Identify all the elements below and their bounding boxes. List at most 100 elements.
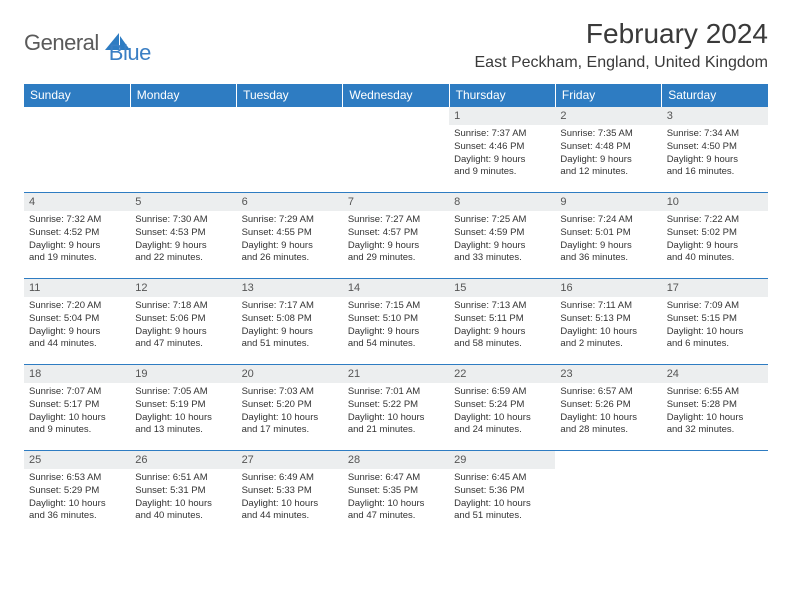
daylight-text-1: Daylight: 9 hours bbox=[242, 326, 338, 339]
location-subtitle: East Peckham, England, United Kingdom bbox=[475, 54, 769, 72]
sunrise-text: Sunrise: 7:27 AM bbox=[348, 214, 444, 227]
calendar-day-cell: 28Sunrise: 6:47 AMSunset: 5:35 PMDayligh… bbox=[343, 451, 449, 537]
sunset-text: Sunset: 5:31 PM bbox=[135, 485, 231, 498]
calendar-day-cell: 9Sunrise: 7:24 AMSunset: 5:01 PMDaylight… bbox=[555, 193, 661, 279]
daylight-text-1: Daylight: 10 hours bbox=[560, 412, 656, 425]
sunset-text: Sunset: 5:22 PM bbox=[348, 399, 444, 412]
sunset-text: Sunset: 5:10 PM bbox=[348, 313, 444, 326]
calendar-day-cell: 10Sunrise: 7:22 AMSunset: 5:02 PMDayligh… bbox=[662, 193, 768, 279]
logo-text-general: General bbox=[24, 30, 99, 56]
calendar-day-cell: 6Sunrise: 7:29 AMSunset: 4:55 PMDaylight… bbox=[237, 193, 343, 279]
calendar-day-cell: 5Sunrise: 7:30 AMSunset: 4:53 PMDaylight… bbox=[130, 193, 236, 279]
daylight-text-2: and 22 minutes. bbox=[135, 252, 231, 265]
daylight-text-2: and 44 minutes. bbox=[242, 510, 338, 523]
weekday-header: Monday bbox=[130, 84, 236, 107]
sunrise-text: Sunrise: 7:35 AM bbox=[560, 128, 656, 141]
calendar-week-row: 4Sunrise: 7:32 AMSunset: 4:52 PMDaylight… bbox=[24, 193, 768, 279]
day-sun-data: Sunrise: 6:53 AMSunset: 5:29 PMDaylight:… bbox=[24, 469, 130, 527]
day-sun-data: Sunrise: 7:18 AMSunset: 5:06 PMDaylight:… bbox=[130, 297, 236, 355]
sunset-text: Sunset: 5:06 PM bbox=[135, 313, 231, 326]
daylight-text-1: Daylight: 9 hours bbox=[348, 326, 444, 339]
sunrise-text: Sunrise: 6:45 AM bbox=[454, 472, 550, 485]
daylight-text-2: and 51 minutes. bbox=[242, 338, 338, 351]
day-number: 28 bbox=[343, 451, 449, 469]
sunrise-text: Sunrise: 6:47 AM bbox=[348, 472, 444, 485]
daylight-text-2: and 44 minutes. bbox=[29, 338, 125, 351]
sunrise-text: Sunrise: 7:01 AM bbox=[348, 386, 444, 399]
day-number: 14 bbox=[343, 279, 449, 297]
daylight-text-1: Daylight: 9 hours bbox=[29, 326, 125, 339]
sunset-text: Sunset: 5:02 PM bbox=[667, 227, 763, 240]
calendar-week-row: 1Sunrise: 7:37 AMSunset: 4:46 PMDaylight… bbox=[24, 107, 768, 193]
day-sun-data: Sunrise: 7:24 AMSunset: 5:01 PMDaylight:… bbox=[555, 211, 661, 269]
sunset-text: Sunset: 5:20 PM bbox=[242, 399, 338, 412]
day-sun-data: Sunrise: 7:17 AMSunset: 5:08 PMDaylight:… bbox=[237, 297, 343, 355]
sunset-text: Sunset: 5:01 PM bbox=[560, 227, 656, 240]
daylight-text-2: and 28 minutes. bbox=[560, 424, 656, 437]
calendar-day-cell: 16Sunrise: 7:11 AMSunset: 5:13 PMDayligh… bbox=[555, 279, 661, 365]
daylight-text-1: Daylight: 10 hours bbox=[348, 412, 444, 425]
calendar-day-cell: 15Sunrise: 7:13 AMSunset: 5:11 PMDayligh… bbox=[449, 279, 555, 365]
daylight-text-2: and 21 minutes. bbox=[348, 424, 444, 437]
daylight-text-1: Daylight: 9 hours bbox=[454, 240, 550, 253]
day-number: 25 bbox=[24, 451, 130, 469]
sunset-text: Sunset: 5:19 PM bbox=[135, 399, 231, 412]
calendar-day-cell bbox=[343, 107, 449, 193]
sunrise-text: Sunrise: 7:25 AM bbox=[454, 214, 550, 227]
day-number: 23 bbox=[555, 365, 661, 383]
daylight-text-1: Daylight: 9 hours bbox=[560, 154, 656, 167]
day-sun-data: Sunrise: 7:11 AMSunset: 5:13 PMDaylight:… bbox=[555, 297, 661, 355]
day-sun-data: Sunrise: 7:09 AMSunset: 5:15 PMDaylight:… bbox=[662, 297, 768, 355]
calendar-day-cell: 29Sunrise: 6:45 AMSunset: 5:36 PMDayligh… bbox=[449, 451, 555, 537]
day-number: 6 bbox=[237, 193, 343, 211]
day-number: 29 bbox=[449, 451, 555, 469]
sunset-text: Sunset: 5:08 PM bbox=[242, 313, 338, 326]
daylight-text-1: Daylight: 10 hours bbox=[454, 498, 550, 511]
calendar-body: 1Sunrise: 7:37 AMSunset: 4:46 PMDaylight… bbox=[24, 107, 768, 537]
sunrise-text: Sunrise: 7:17 AM bbox=[242, 300, 338, 313]
sunset-text: Sunset: 4:59 PM bbox=[454, 227, 550, 240]
day-number: 11 bbox=[24, 279, 130, 297]
sunrise-text: Sunrise: 6:57 AM bbox=[560, 386, 656, 399]
daylight-text-2: and 51 minutes. bbox=[454, 510, 550, 523]
day-sun-data: Sunrise: 7:20 AMSunset: 5:04 PMDaylight:… bbox=[24, 297, 130, 355]
daylight-text-1: Daylight: 10 hours bbox=[667, 412, 763, 425]
sunrise-text: Sunrise: 6:53 AM bbox=[29, 472, 125, 485]
day-sun-data: Sunrise: 7:05 AMSunset: 5:19 PMDaylight:… bbox=[130, 383, 236, 441]
daylight-text-2: and 47 minutes. bbox=[135, 338, 231, 351]
day-sun-data: Sunrise: 7:27 AMSunset: 4:57 PMDaylight:… bbox=[343, 211, 449, 269]
day-sun-data: Sunrise: 6:51 AMSunset: 5:31 PMDaylight:… bbox=[130, 469, 236, 527]
header: General Blue February 2024 East Peckham,… bbox=[24, 18, 768, 72]
daylight-text-1: Daylight: 10 hours bbox=[29, 412, 125, 425]
calendar-day-cell: 19Sunrise: 7:05 AMSunset: 5:19 PMDayligh… bbox=[130, 365, 236, 451]
day-sun-data: Sunrise: 6:49 AMSunset: 5:33 PMDaylight:… bbox=[237, 469, 343, 527]
daylight-text-2: and 16 minutes. bbox=[667, 166, 763, 179]
sunrise-text: Sunrise: 7:34 AM bbox=[667, 128, 763, 141]
sunset-text: Sunset: 5:11 PM bbox=[454, 313, 550, 326]
daylight-text-2: and 2 minutes. bbox=[560, 338, 656, 351]
calendar-day-cell: 11Sunrise: 7:20 AMSunset: 5:04 PMDayligh… bbox=[24, 279, 130, 365]
sunrise-text: Sunrise: 7:29 AM bbox=[242, 214, 338, 227]
day-number: 17 bbox=[662, 279, 768, 297]
calendar-day-cell: 12Sunrise: 7:18 AMSunset: 5:06 PMDayligh… bbox=[130, 279, 236, 365]
daylight-text-2: and 13 minutes. bbox=[135, 424, 231, 437]
calendar-table: SundayMondayTuesdayWednesdayThursdayFrid… bbox=[24, 84, 768, 537]
daylight-text-2: and 24 minutes. bbox=[454, 424, 550, 437]
daylight-text-2: and 29 minutes. bbox=[348, 252, 444, 265]
calendar-day-cell bbox=[130, 107, 236, 193]
sunset-text: Sunset: 4:46 PM bbox=[454, 141, 550, 154]
daylight-text-2: and 6 minutes. bbox=[667, 338, 763, 351]
day-sun-data: Sunrise: 7:35 AMSunset: 4:48 PMDaylight:… bbox=[555, 125, 661, 183]
calendar-day-cell: 27Sunrise: 6:49 AMSunset: 5:33 PMDayligh… bbox=[237, 451, 343, 537]
sunset-text: Sunset: 5:24 PM bbox=[454, 399, 550, 412]
day-number: 1 bbox=[449, 107, 555, 125]
weekday-header: Saturday bbox=[662, 84, 768, 107]
sunrise-text: Sunrise: 6:55 AM bbox=[667, 386, 763, 399]
sunset-text: Sunset: 5:29 PM bbox=[29, 485, 125, 498]
day-number: 5 bbox=[130, 193, 236, 211]
calendar-day-cell: 8Sunrise: 7:25 AMSunset: 4:59 PMDaylight… bbox=[449, 193, 555, 279]
calendar-day-cell: 2Sunrise: 7:35 AMSunset: 4:48 PMDaylight… bbox=[555, 107, 661, 193]
sunrise-text: Sunrise: 7:18 AM bbox=[135, 300, 231, 313]
day-sun-data: Sunrise: 6:59 AMSunset: 5:24 PMDaylight:… bbox=[449, 383, 555, 441]
title-block: February 2024 East Peckham, England, Uni… bbox=[475, 18, 769, 72]
